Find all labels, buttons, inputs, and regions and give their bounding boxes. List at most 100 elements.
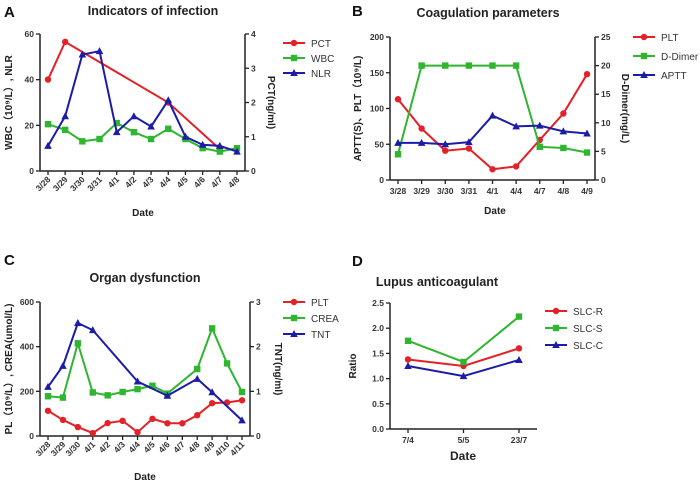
data-point-plt <box>238 397 246 404</box>
x-tick-label: 4/2 <box>97 439 113 455</box>
series-line-wbc <box>47 121 238 153</box>
data-point-tnt <box>88 326 97 334</box>
data-point-plt <box>394 96 402 103</box>
data-point-wbc <box>113 119 120 127</box>
series-plt <box>394 70 591 173</box>
x-axis-label: Date <box>450 449 476 463</box>
y-tick-label: 200 <box>370 32 384 42</box>
x-tick-label: 4/5 <box>174 174 190 190</box>
data-point-plt <box>179 420 186 427</box>
x-tick-label: 4/1 <box>82 439 98 455</box>
x-tick-label: 4/8 <box>557 186 569 196</box>
legend-label: NLR <box>311 69 331 80</box>
y-tick-label: 40 <box>25 75 35 85</box>
data-point-slc-c <box>404 362 412 369</box>
legend-item-nlr: NLR <box>283 69 331 80</box>
data-point-nlr <box>61 112 69 120</box>
data-point-crea <box>208 325 216 332</box>
y2-tick-label: 4 <box>251 29 256 39</box>
data-point-plt <box>489 166 496 173</box>
legend-marker <box>552 341 560 348</box>
x-tick-label: 5/5 <box>458 435 470 445</box>
x-tick-label: 4/7 <box>171 439 187 455</box>
data-point-plt <box>164 420 171 427</box>
panel-letter: B <box>352 3 363 20</box>
y2-tick-label: 20 <box>601 61 611 71</box>
y-tick-label: 1.5 <box>372 348 384 358</box>
x-tick-label: 4/8 <box>186 439 202 455</box>
y2-tick-label: 3 <box>256 297 261 307</box>
legend-label: CREA <box>311 314 339 325</box>
x-tick-label: 3/29 <box>51 174 70 193</box>
x-tick-label: 3/31 <box>85 174 104 193</box>
data-point-d-dimer <box>489 62 496 69</box>
legend-item-tnt: TNT <box>283 330 330 341</box>
legend-item-pct: PCT <box>283 39 331 50</box>
data-point-pct <box>61 38 69 46</box>
data-point-wbc <box>216 148 224 155</box>
data-point-plt <box>74 423 82 431</box>
legend-item-d-dimer: D-Dimer <box>633 52 699 63</box>
legend-item-wbc: WBC <box>283 54 334 65</box>
data-point-d-dimer <box>465 62 473 69</box>
data-point-aptt <box>394 138 402 146</box>
y2-tick-label: 0 <box>601 175 606 185</box>
legend-label: PLT <box>661 33 679 44</box>
x-tick-label: 4/4 <box>127 439 143 455</box>
x-tick-label: 3/28 <box>34 174 53 193</box>
data-point-d-dimer <box>394 151 402 158</box>
y-axis-label: PL（10⁹/L）, CREA(umol/L) <box>2 304 15 435</box>
series-line-d-dimer <box>397 64 588 155</box>
legend-label: SLC-R <box>573 307 603 318</box>
data-point-plt <box>442 147 449 154</box>
data-point-slc-s <box>515 313 523 320</box>
legend-item-crea: CREA <box>283 314 339 325</box>
y-tick-label: 100 <box>370 104 384 114</box>
data-point-aptt <box>488 111 497 119</box>
data-point-aptt <box>535 121 544 129</box>
x-axis-label: Date <box>484 206 506 217</box>
series-line-pct <box>47 40 221 150</box>
data-point-d-dimer <box>442 62 449 69</box>
legend-item-slc-r: SLC-R <box>545 307 603 318</box>
y2-tick-label: 10 <box>601 118 611 128</box>
y2-tick-label: 5 <box>601 146 606 156</box>
data-point-pct <box>44 76 52 83</box>
data-point-crea <box>74 340 82 347</box>
legend-item-plt: PLT <box>283 298 329 309</box>
y2-tick-label: 1 <box>256 386 261 396</box>
data-point-wbc <box>147 135 155 143</box>
legend-marker <box>640 71 648 78</box>
x-tick-label: 3/29 <box>413 186 430 196</box>
chart-title: Organ dysfunction <box>89 271 200 285</box>
series-line-nlr <box>47 49 238 153</box>
data-point-tnt <box>208 388 216 396</box>
y2-tick-label: 1 <box>251 132 256 142</box>
data-point-slc-c <box>515 355 523 363</box>
legend-item-aptt: APTT <box>633 71 687 82</box>
y2-tick-label: 15 <box>601 89 611 99</box>
legend-item-slc-s: SLC-S <box>545 324 603 335</box>
data-point-crea <box>59 394 67 401</box>
panel-B: B Coagulation parameters 0 50 100 150 200 0 5 10 1… <box>351 3 699 217</box>
data-point-tnt <box>59 361 67 369</box>
y-tick-label: 50 <box>375 139 385 149</box>
data-point-tnt <box>133 377 142 385</box>
data-point-crea <box>238 388 246 396</box>
data-point-aptt <box>465 138 473 146</box>
legend-label: TNT <box>311 330 330 341</box>
series-line-slc-s <box>407 315 520 364</box>
data-point-nlr <box>44 141 52 149</box>
data-point-crea <box>119 388 126 396</box>
x-tick-label: 4/6 <box>192 174 208 190</box>
data-point-aptt <box>441 140 450 148</box>
y-tick-label: 600 <box>20 297 34 307</box>
data-point-tnt <box>193 374 202 382</box>
chart-title: Coagulation parameters <box>416 6 559 20</box>
data-point-tnt <box>44 382 52 390</box>
data-point-crea <box>194 365 201 373</box>
panel-letter: A <box>4 4 15 21</box>
data-point-nlr <box>164 96 173 104</box>
